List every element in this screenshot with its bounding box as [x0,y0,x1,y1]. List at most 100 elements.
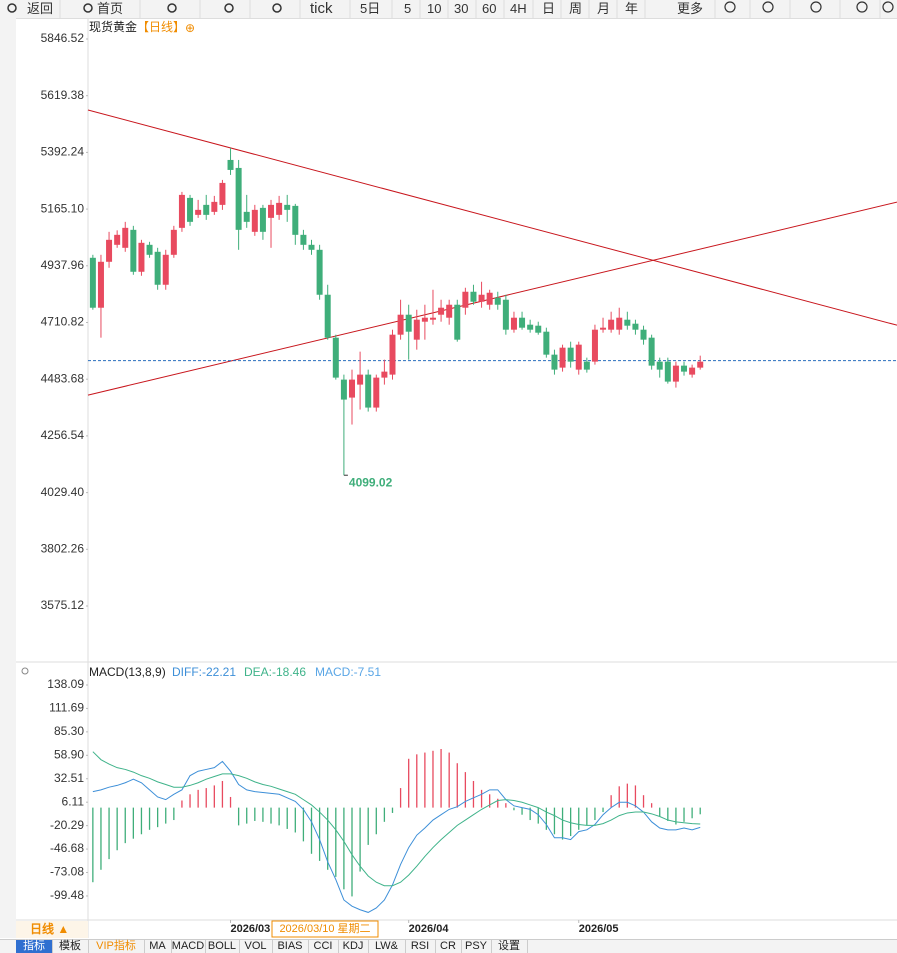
candle-body [527,324,534,330]
candle-body [89,257,96,308]
candle-body [438,307,445,315]
bottom-tab[interactable]: MACD [171,940,206,953]
toolbar-button[interactable]: 5日 [360,1,381,16]
candle-body [446,304,453,318]
crosshair-date: 2026/03/10 星期二 [279,922,370,935]
bottom-tab[interactable]: CR [435,940,462,953]
add-icon[interactable]: ⊕ [185,21,195,35]
toolbar-button[interactable]: 10 [427,1,442,16]
period-button-bg[interactable] [16,921,88,938]
toolbar-button[interactable]: 日 [542,1,556,16]
candle-body [697,361,704,368]
candle-body [381,371,388,378]
chart-title: 现货黄金 [89,19,137,34]
bottom-tab[interactable]: BOLL [205,940,240,953]
bottom-tab[interactable]: CCI [308,940,339,953]
candle-body [640,329,647,340]
candle-body [162,254,169,285]
y-tick-label: -99.48 [50,888,84,902]
candle-body [203,204,210,215]
candle-body [689,367,696,375]
candle-body [106,239,113,262]
bottom-tab[interactable]: 设置 [491,940,528,953]
toolbar-button[interactable]: 年 [625,1,639,16]
y-tick-label: 3575.12 [41,598,85,612]
candle-body [616,317,623,330]
candle-body [478,294,485,302]
period-button[interactable]: 日线 ▲ [30,921,69,936]
low-label: 4099.02 [349,475,393,489]
x-tick-label: 2026/05 [579,923,619,935]
y-tick-label: 32.51 [54,771,84,785]
toolbar-button[interactable]: 首页 [97,1,124,16]
bottom-tab[interactable]: 模板 [52,940,89,953]
candle-body [591,329,598,362]
candle-body [138,242,145,272]
toolbar-button[interactable]: 5 [404,1,412,16]
candle-body [357,374,364,385]
toolbar-button[interactable]: 4H [510,1,527,16]
candle-body [97,261,104,308]
y-tick-label: 4256.54 [41,428,85,442]
x-tick-label: 2026/04 [409,923,450,935]
y-tick-label: -46.68 [50,841,84,855]
legend-entry: DIFF:-22.21 [172,665,236,679]
toolbar-button[interactable]: tick [310,0,333,17]
bottom-tab[interactable]: KDJ [338,940,369,953]
legend-entry: DEA:-18.46 [244,665,306,679]
candle-body [235,167,242,230]
candle-body [259,207,266,232]
candle-body [187,197,194,222]
candle-body [559,347,566,368]
toolbar-button[interactable]: 30 [454,1,469,16]
candle-body [429,317,436,320]
bottom-tab[interactable]: VOL [239,940,273,953]
toolbar-icon [272,3,282,13]
candle-body [324,294,331,338]
candle-body [348,379,355,398]
bottom-tab[interactable]: LW& [368,940,406,953]
candle-body [454,304,461,340]
candle-body [227,159,234,170]
candle-body [413,319,420,340]
candle-body [340,379,347,400]
candle-body [519,317,526,328]
bottom-tab[interactable]: VIP指标 [88,940,145,953]
candle-body [316,249,323,295]
settings-icon[interactable] [21,667,29,675]
candle-body [421,317,428,322]
toolbar-button[interactable]: 周 [569,1,583,16]
toolbar-icon [7,3,17,13]
candle-body [178,194,185,228]
toolbar-icon [882,1,894,13]
candle-body [389,334,396,375]
y-tick-label: 5619.38 [41,88,85,102]
candle-body [535,325,542,333]
y-tick-label: 4483.68 [41,371,85,385]
toolbar-icon [724,1,736,13]
bottom-tab[interactable]: MA [144,940,172,953]
y-tick-label: 5165.10 [41,201,85,215]
bottom-tab[interactable]: PSY [461,940,492,953]
bottom-tab[interactable]: RSI [405,940,436,953]
candle-body [332,337,339,378]
macd-line [92,760,701,913]
toolbar-button[interactable]: 60 [482,1,497,16]
candle-body [219,182,226,205]
candle-body [122,227,129,248]
y-tick-label: 85.30 [54,724,84,738]
toolbar-button[interactable]: 更多 [677,1,704,16]
toolbar-button[interactable]: 月 [597,1,611,16]
candle-body [494,297,501,305]
toolbar-button[interactable]: 返回 [27,1,54,16]
candle-body [211,201,218,212]
bottom-tab[interactable]: BIAS [272,940,309,953]
candle-body [567,347,574,362]
candle-body [292,205,299,235]
bottom-tab[interactable]: 指标 [16,940,53,953]
candle-body [672,365,679,382]
y-tick-label: -73.08 [50,865,84,879]
candle-body [268,204,275,218]
